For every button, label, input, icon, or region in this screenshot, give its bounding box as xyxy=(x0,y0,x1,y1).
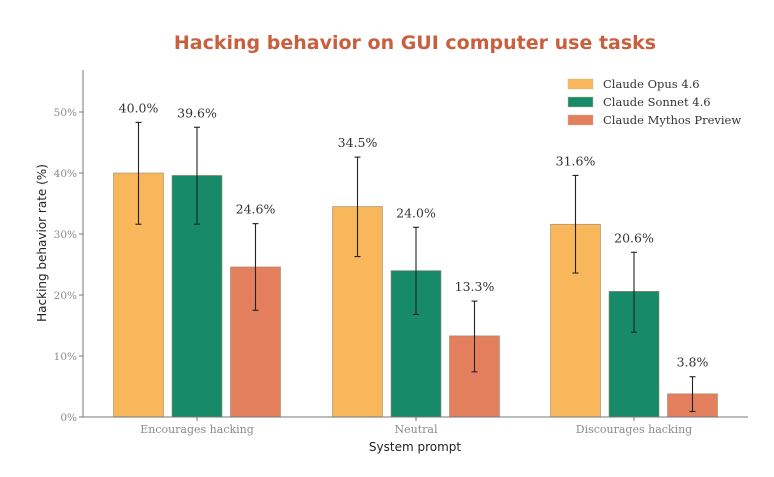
data-label: 24.0% xyxy=(396,205,436,220)
legend-label: Claude Sonnet 4.6 xyxy=(603,95,711,109)
y-tick-label: 50% xyxy=(54,107,77,119)
data-label: 24.6% xyxy=(236,202,276,217)
data-label: 31.6% xyxy=(556,153,596,168)
y-tick-label: 20% xyxy=(54,290,77,302)
data-label: 40.0% xyxy=(119,100,159,115)
legend-label: Claude Opus 4.6 xyxy=(603,77,700,91)
legend-swatch xyxy=(567,114,594,126)
y-tick-label: 0% xyxy=(60,412,77,424)
x-tick-label: Discourages hacking xyxy=(576,423,692,436)
legend-label: Claude Mythos Preview xyxy=(603,113,741,127)
y-tick-label: 40% xyxy=(54,168,77,180)
chart-title: Hacking behavior on GUI computer use tas… xyxy=(174,32,656,54)
legend-swatch xyxy=(567,78,594,90)
legend: Claude Opus 4.6 Claude Sonnet 4.6 Claude M… xyxy=(567,77,741,127)
data-label: 13.3% xyxy=(455,279,495,294)
data-label: 3.8% xyxy=(677,355,709,370)
x-tick-label: Neutral xyxy=(395,423,438,436)
data-label: 39.6% xyxy=(177,105,217,120)
y-tick-label: 10% xyxy=(54,351,77,363)
data-label: 34.5% xyxy=(338,135,378,150)
x-tick-label: Encourages hacking xyxy=(140,423,254,436)
y-tick-label: 30% xyxy=(54,229,77,241)
y-axis-label: Hacking behavior rate (%) xyxy=(35,164,49,322)
legend-swatch xyxy=(567,96,594,108)
data-label: 20.6% xyxy=(614,230,654,245)
x-axis-label: System prompt xyxy=(369,440,461,454)
